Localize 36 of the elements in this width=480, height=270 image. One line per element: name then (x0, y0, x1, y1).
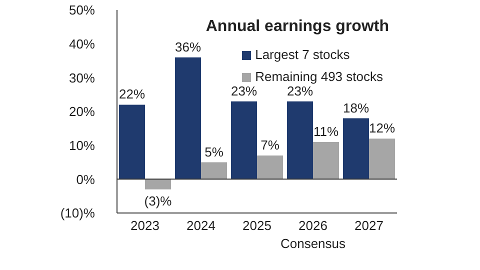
bar (343, 118, 369, 180)
data-label: 22% (118, 86, 146, 102)
data-label: 36% (174, 39, 202, 54)
y-tick-label: 40% (68, 36, 96, 52)
data-label: 5% (204, 144, 224, 160)
bar (201, 162, 227, 180)
data-label: 7% (260, 137, 280, 152)
data-label: 23% (230, 83, 258, 98)
bar (287, 101, 313, 180)
y-tick-label: (10)% (60, 206, 96, 221)
text: Consensus (279, 236, 347, 251)
data-label: (3)% (144, 193, 172, 208)
data-label: 18% (342, 100, 370, 116)
x-tick-label: 2027 (354, 218, 384, 234)
bar (257, 155, 283, 180)
bar (231, 101, 257, 180)
data-label: 23% (286, 83, 314, 98)
x-tick-label: 2023 (130, 218, 160, 234)
bar (119, 104, 145, 180)
data-label: 12% (368, 120, 396, 136)
bar (175, 57, 201, 180)
legend-label: Largest 7 stocks (255, 46, 350, 64)
bar (313, 142, 339, 180)
bar (369, 138, 395, 180)
y-tick-label: 20% (68, 104, 96, 120)
bar (145, 179, 171, 190)
y-tick-label: 50% (68, 2, 96, 18)
y-tick-label: 30% (68, 70, 96, 86)
x-tick-label: 2024 (186, 218, 216, 234)
data-label: 11% (313, 124, 339, 139)
text: Annual earnings growth (206, 18, 389, 36)
y-tick-label: 10% (68, 138, 96, 153)
x-tick-label: 2026 (298, 218, 328, 234)
y-tick-label: 0% (76, 172, 96, 187)
x-tick-label: 2025 (242, 218, 272, 234)
legend-label: Remaining 493 stocks (255, 68, 383, 86)
